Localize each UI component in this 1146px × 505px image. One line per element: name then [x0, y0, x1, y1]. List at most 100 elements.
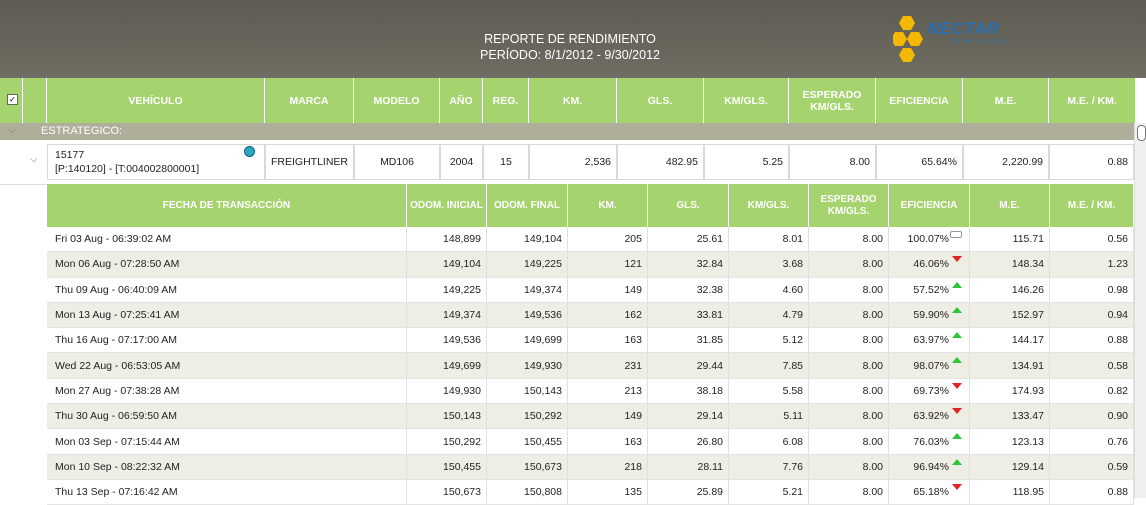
cell-me: 146.26 — [970, 277, 1050, 302]
col-sub-esperado[interactable]: ESPERADO KM/GLS. — [809, 184, 889, 227]
table-row[interactable]: Thu 09 Aug - 06:40:09 AM 149,225 149,374 14… — [47, 277, 1134, 303]
table-row[interactable]: Mon 03 Sep - 07:15:44 AM 150,292 150,455 16… — [47, 429, 1134, 455]
col-esperado[interactable]: ESPERADO KM/GLS. — [789, 78, 876, 123]
chevron-down-icon[interactable]: ⌵ — [8, 125, 16, 136]
cell-me: 134.91 — [970, 353, 1050, 378]
cell-km: 149 — [568, 404, 648, 429]
trend-up-icon — [952, 306, 962, 313]
col-anio[interactable]: AÑO — [440, 78, 483, 123]
cell-km: 231 — [568, 353, 648, 378]
vehicle-row[interactable]: ⌵ 15177 [P:140120] - [T:004002800001] FR… — [0, 140, 1134, 185]
cell-mekm: 0.59 — [1050, 454, 1134, 479]
col-km[interactable]: KM. — [529, 78, 617, 123]
table-row[interactable]: Thu 13 Sep - 07:16:42 AM 150,673 150,808 13… — [47, 479, 1134, 505]
table-row[interactable]: Wed 22 Aug - 06:53:05 AM 149,699 149,930 23… — [47, 353, 1134, 379]
report-header: REPORTE DE RENDIMIENTO PERÍODO: 8/1/2012… — [0, 0, 1146, 78]
table-row[interactable]: Mon 10 Sep - 08:22:32 AM 150,455 150,673 21… — [47, 454, 1134, 480]
cell-esp: 8.00 — [809, 479, 889, 505]
cell-ini: 149,699 — [407, 353, 487, 378]
cell-gls: 33.81 — [648, 302, 729, 328]
col-sub-me[interactable]: M.E. — [970, 184, 1050, 227]
cell-fin: 150,808 — [487, 479, 568, 505]
cell-esp: 8.00 — [809, 252, 889, 277]
col-sub-km[interactable]: KM. — [568, 184, 648, 227]
cell-kmgls: 5.12 — [729, 328, 809, 353]
table-row[interactable]: Mon 13 Aug - 07:25:41 AM 149,374 149,536 16… — [47, 302, 1134, 329]
trend-up-icon — [952, 281, 962, 288]
cell-kmgls: 4.60 — [729, 277, 809, 302]
cell-fecha: Mon 13 Aug - 07:25:41 AM — [47, 302, 407, 328]
scrollbar-thumb[interactable] — [1137, 125, 1146, 141]
cell-esp: 8.00 — [809, 378, 889, 404]
col-gls[interactable]: GLS. — [617, 78, 704, 123]
col-odom-inicial[interactable]: ODOM. INICIAL — [407, 184, 487, 227]
trend-up-icon — [952, 332, 962, 339]
cell-mekm: 1.23 — [1050, 252, 1134, 277]
ef-value: 59.90% — [913, 309, 949, 322]
group-label: ESTRATEGICO: — [41, 125, 123, 137]
cell-mekm: 0.56 — [1050, 227, 1134, 252]
table-row[interactable]: Mon 27 Aug - 07:38:28 AM 149,930 150,143 21… — [47, 378, 1134, 405]
cell-fecha: Wed 22 Aug - 06:53:05 AM — [47, 353, 407, 378]
cell-me: 152.97 — [970, 302, 1050, 328]
cell-me: 144.17 — [970, 328, 1050, 353]
cell-me: 133.47 — [970, 404, 1050, 429]
chevron-down-icon[interactable]: ⌵ — [30, 154, 38, 165]
vehicle-gls: 482.95 — [617, 144, 704, 180]
cell-mekm: 0.88 — [1050, 328, 1134, 353]
table-row[interactable]: Thu 30 Aug - 06:59:50 AM 150,143 150,292 14… — [47, 404, 1134, 430]
cell-gls: 29.14 — [648, 404, 729, 429]
cell-mekm: 0.94 — [1050, 302, 1134, 328]
cell-fecha: Mon 06 Aug - 07:28:50 AM — [47, 252, 407, 277]
cell-me: 118.95 — [970, 479, 1050, 505]
vehicle-kmgls: 5.25 — [704, 144, 789, 180]
col-sub-gls[interactable]: GLS. — [648, 184, 729, 227]
cell-fecha: Mon 10 Sep - 08:22:32 AM — [47, 454, 407, 479]
expand-header-cell — [23, 78, 47, 123]
vehicle-km: 2,536 — [529, 144, 617, 180]
cell-me: 115.71 — [970, 227, 1050, 252]
col-odom-final[interactable]: ODOM. FINAL — [487, 184, 568, 227]
col-eficiencia[interactable]: EFICIENCIA — [876, 78, 963, 123]
col-modelo[interactable]: MODELO — [354, 78, 440, 123]
cell-ini: 150,673 — [407, 479, 487, 505]
cell-mekm: 0.98 — [1050, 277, 1134, 302]
col-vehiculo[interactable]: VEHÍCULO — [47, 78, 265, 123]
cell-km: 149 — [568, 277, 648, 302]
col-kmgls[interactable]: KM/GLS. — [704, 78, 789, 123]
status-dot-icon[interactable] — [244, 146, 255, 157]
cell-fin: 150,292 — [487, 404, 568, 429]
table-row[interactable]: Mon 06 Aug - 07:28:50 AM 149,104 149,225 12… — [47, 252, 1134, 278]
vehicle-id: 15177 — [55, 149, 85, 161]
vertical-scrollbar[interactable] — [1134, 123, 1146, 498]
cell-gls: 25.89 — [648, 479, 729, 505]
cell-gls: 32.38 — [648, 277, 729, 302]
cell-fin: 149,104 — [487, 227, 568, 252]
neutral-indicator-icon — [950, 231, 962, 238]
col-sub-kmgls[interactable]: KM/GLS. — [729, 184, 809, 227]
cell-gls: 25.61 — [648, 227, 729, 252]
cell-fecha: Mon 27 Aug - 07:38:28 AM — [47, 378, 407, 404]
group-row[interactable]: ⌵ ESTRATEGICO: — [0, 123, 1134, 140]
cell-kmgls: 7.76 — [729, 454, 809, 479]
cell-km: 163 — [568, 328, 648, 353]
ef-value: 63.97% — [913, 334, 949, 347]
cell-ef: 98.07% — [889, 353, 970, 378]
table-row[interactable]: Thu 16 Aug - 07:17:00 AM 149,536 149,699 16… — [47, 328, 1134, 354]
cell-ef: 63.97% — [889, 328, 970, 353]
cell-fecha: Thu 09 Aug - 06:40:09 AM — [47, 277, 407, 302]
col-reg[interactable]: REG. — [483, 78, 529, 123]
col-fecha[interactable]: FECHA DE TRANSACCIÓN — [47, 184, 407, 227]
col-me[interactable]: M.E. — [963, 78, 1049, 123]
cell-gls: 32.84 — [648, 252, 729, 277]
logo-subtext: TECHNOLOGIES — [951, 39, 1010, 45]
col-marca[interactable]: MARCA — [265, 78, 354, 123]
col-sub-mekm[interactable]: M.E. / KM. — [1050, 184, 1134, 227]
col-sub-eficiencia[interactable]: EFICIENCIA — [889, 184, 970, 227]
cell-me: 129.14 — [970, 454, 1050, 479]
table-row[interactable]: Fri 03 Aug - 06:39:02 AM 148,899 149,104 20… — [47, 227, 1134, 253]
cell-kmgls: 3.68 — [729, 252, 809, 277]
select-all-checkbox[interactable]: ✓ — [7, 94, 18, 105]
col-mekm[interactable]: M.E. / KM. — [1049, 78, 1136, 123]
vehicle-cell: 15177 [P:140120] - [T:004002800001] — [47, 144, 265, 180]
